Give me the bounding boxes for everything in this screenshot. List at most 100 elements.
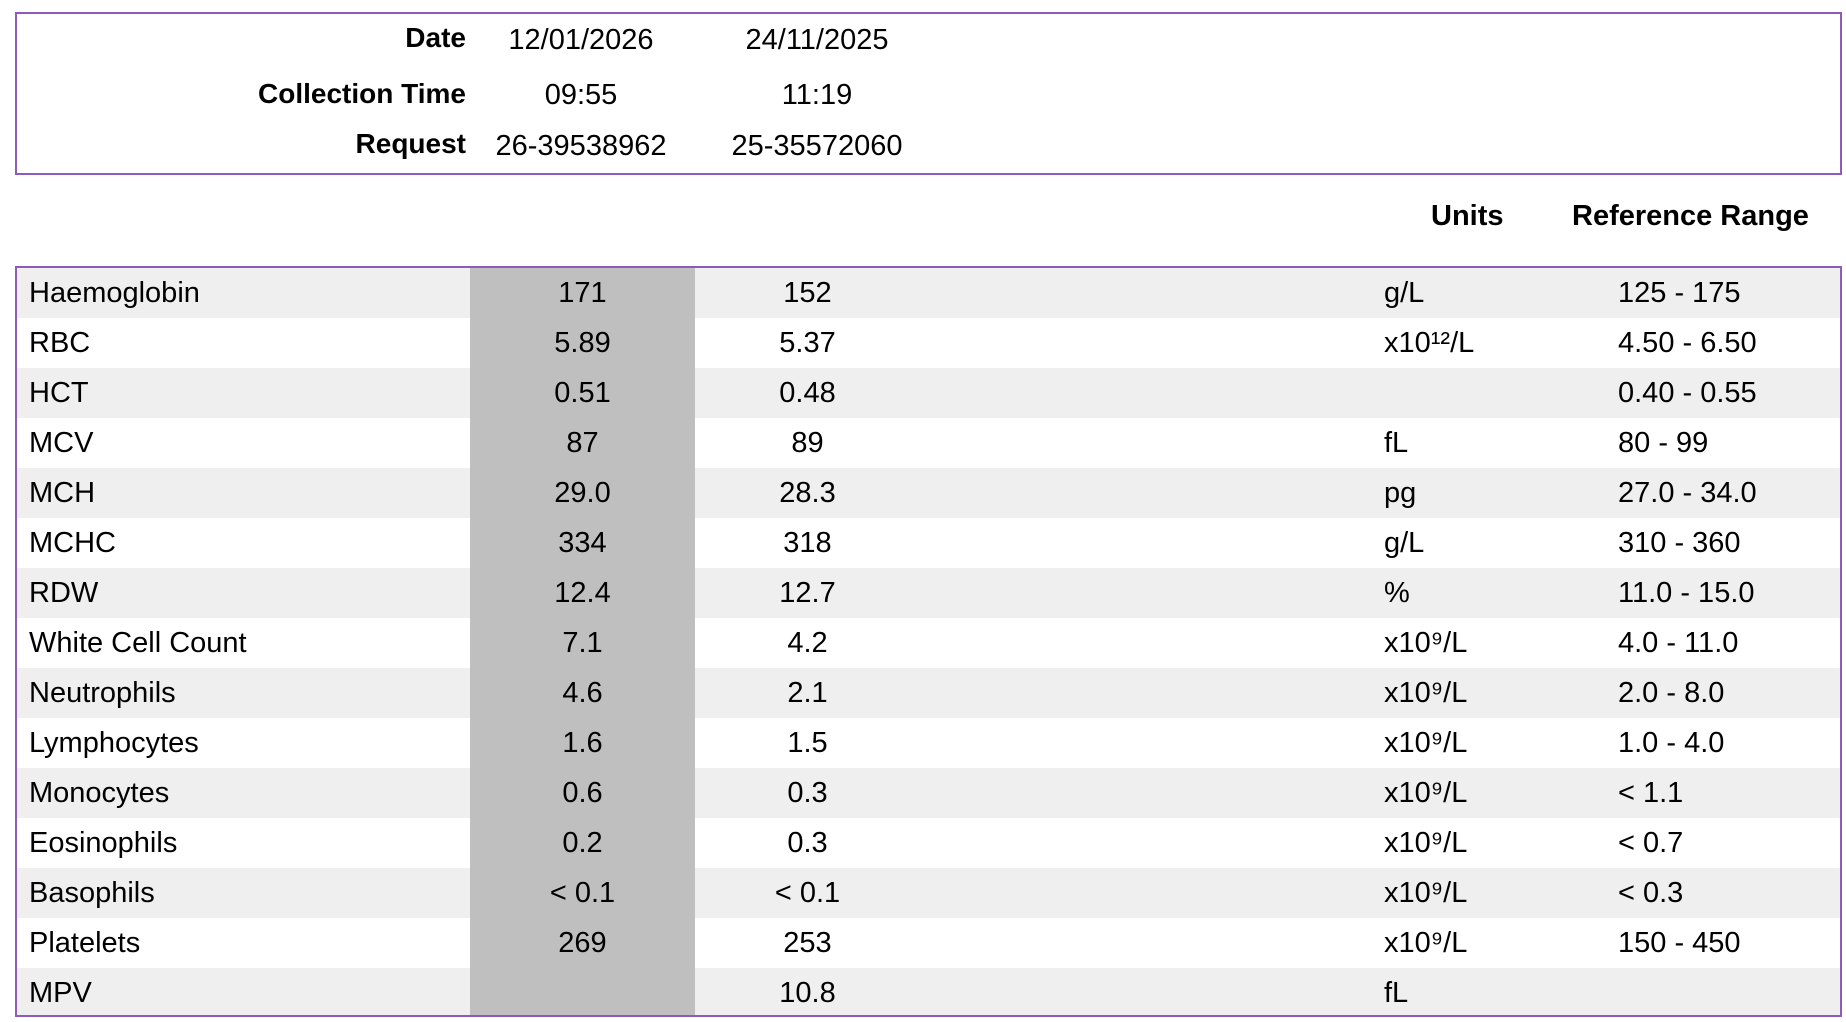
reference-range-cell: < 1.1 [1618,777,1684,809]
units-cell: % [1384,577,1410,609]
previous-result[interactable]: 253 [783,927,832,959]
test-name[interactable]: White Cell Count [29,627,247,659]
test-name[interactable]: Lymphocytes [29,727,199,759]
previous-result[interactable]: 12.7 [779,577,836,609]
test-name[interactable]: RBC [29,327,91,359]
units-cell: fL [1384,977,1409,1009]
table-row: MPV 10.8 fL [17,968,1840,1015]
request-label: Request [355,128,466,159]
previous-result[interactable]: 5.37 [779,327,836,359]
current-result[interactable]: 171 [558,277,607,309]
current-result[interactable] [470,968,695,1015]
table-row: HCT 0.51 0.48 0.40 - 0.55 [17,368,1840,418]
request-number-current[interactable]: 26-39538962 [495,130,667,162]
reference-range-cell: 4.50 - 6.50 [1618,327,1757,359]
previous-result[interactable]: 1.5 [787,727,828,759]
units-cell: x10⁹/L [1384,627,1468,659]
current-result[interactable]: < 0.1 [549,877,616,909]
reference-range-cell: 0.40 - 0.55 [1618,377,1757,409]
date-value-current: 12/01/2026 [508,24,654,56]
current-result[interactable]: 0.2 [562,827,603,859]
date-value-previous: 24/11/2025 [745,24,889,56]
current-result[interactable]: 29.0 [554,477,611,509]
units-cell: g/L [1384,277,1425,309]
test-name[interactable]: HCT [29,377,89,409]
current-result-column-highlight [470,268,695,1015]
units-cell: x10¹²/L [1384,327,1475,359]
test-name[interactable]: MCHC [29,527,116,559]
test-name[interactable]: Eosinophils [29,827,178,859]
test-name[interactable]: Neutrophils [29,677,176,709]
test-name[interactable]: Platelets [29,927,141,959]
previous-result[interactable]: 0.3 [787,777,828,809]
units-cell: x10⁹/L [1384,677,1468,709]
reference-range-cell: 11.0 - 15.0 [1618,577,1755,609]
previous-result[interactable]: 2.1 [787,677,828,709]
reference-range-cell: < 0.7 [1618,827,1684,859]
previous-result[interactable]: < 0.1 [774,877,841,909]
reference-range-column-header: Reference Range [1572,200,1809,232]
previous-result[interactable]: 28.3 [779,477,836,509]
units-cell: g/L [1384,527,1425,559]
current-result[interactable]: 12.4 [554,577,611,609]
previous-result[interactable]: 89 [791,427,824,459]
table-row: Lymphocytes 1.6 1.5 x10⁹/L 1.0 - 4.0 [17,718,1840,768]
reference-range-cell: 80 - 99 [1618,427,1709,459]
test-name[interactable]: Haemoglobin [29,277,200,309]
results-table: Haemoglobin 171 152 g/L 125 - 175 RBC 5.89 5.37… [15,266,1842,1017]
units-cell: x10⁹/L [1384,927,1468,959]
units-cell: x10⁹/L [1384,777,1468,809]
units-cell: x10⁹/L [1384,727,1468,759]
current-result[interactable]: 7.1 [562,627,603,659]
table-row: RBC 5.89 5.37 x10¹²/L 4.50 - 6.50 [17,318,1840,368]
previous-result[interactable]: 152 [783,277,832,309]
request-number-previous[interactable]: 25-35572060 [731,130,903,162]
units-cell: pg [1384,477,1417,509]
units-cell: x10⁹/L [1384,827,1468,859]
test-name[interactable]: MCV [29,427,94,459]
table-row: MCH 29.0 28.3 pg 27.0 - 34.0 [17,468,1840,518]
previous-result[interactable]: 0.48 [779,377,836,409]
table-row: Haemoglobin 171 152 g/L 125 - 175 [17,268,1840,318]
current-result[interactable]: 87 [566,427,599,459]
previous-result[interactable]: 0.3 [787,827,828,859]
reference-range-cell: 125 - 175 [1618,277,1741,309]
table-row: White Cell Count 7.1 4.2 x10⁹/L 4.0 - 11.0 [17,618,1840,668]
table-row: MCHC 334 318 g/L 310 - 360 [17,518,1840,568]
reference-range-cell: 27.0 - 34.0 [1618,477,1757,509]
current-result[interactable]: 5.89 [554,327,611,359]
current-result[interactable]: 334 [558,527,607,559]
test-name[interactable]: Basophils [29,877,155,909]
current-result[interactable]: 4.6 [562,677,603,709]
previous-result[interactable]: 318 [783,527,832,559]
table-row: RDW 12.4 12.7% 11.0 - 15.0 [17,568,1840,618]
date-label: Date [405,22,466,53]
current-result[interactable]: 269 [558,927,607,959]
test-name[interactable]: MCH [29,477,96,509]
test-name[interactable]: Monocytes [29,777,170,809]
collection-time-current: 09:55 [544,79,618,111]
previous-result[interactable]: 10.8 [779,977,836,1009]
reference-range-cell: 2.0 - 8.0 [1618,677,1725,709]
table-row: Basophils < 0.1 < 0.1 x10⁹/L < 0.3 [17,868,1840,918]
current-result[interactable]: 0.6 [562,777,603,809]
reference-range-cell: < 0.3 [1618,877,1684,909]
table-row: Neutrophils 4.6 2.1 x10⁹/L 2.0 - 8.0 [17,668,1840,718]
table-row: MCV 87 89 fL 80 - 99 [17,418,1840,468]
current-result[interactable]: 1.6 [562,727,603,759]
reference-range-cell: 1.0 - 4.0 [1618,727,1725,759]
test-name[interactable]: MPV [29,977,92,1009]
collection-time-label: Collection Time [258,78,466,109]
units-cell: fL [1384,427,1409,459]
previous-result[interactable]: 4.2 [787,627,828,659]
units-column-header: Units [1431,200,1504,232]
current-result[interactable]: 0.51 [554,377,611,409]
table-row: Eosinophils 0.2 0.3 x10⁹/L < 0.7 [17,818,1840,868]
reference-range-cell: 4.0 - 11.0 [1618,627,1739,659]
table-row: Platelets 269 253 x10⁹/L 150 - 450 [17,918,1840,968]
request-header-box: Date Collection Time Request 12/01/2026 … [15,12,1842,175]
reference-range-cell: 150 - 450 [1618,927,1741,959]
reference-range-cell: 310 - 360 [1618,527,1741,559]
collection-time-previous: 11:19 [781,79,853,111]
test-name[interactable]: RDW [29,577,99,609]
